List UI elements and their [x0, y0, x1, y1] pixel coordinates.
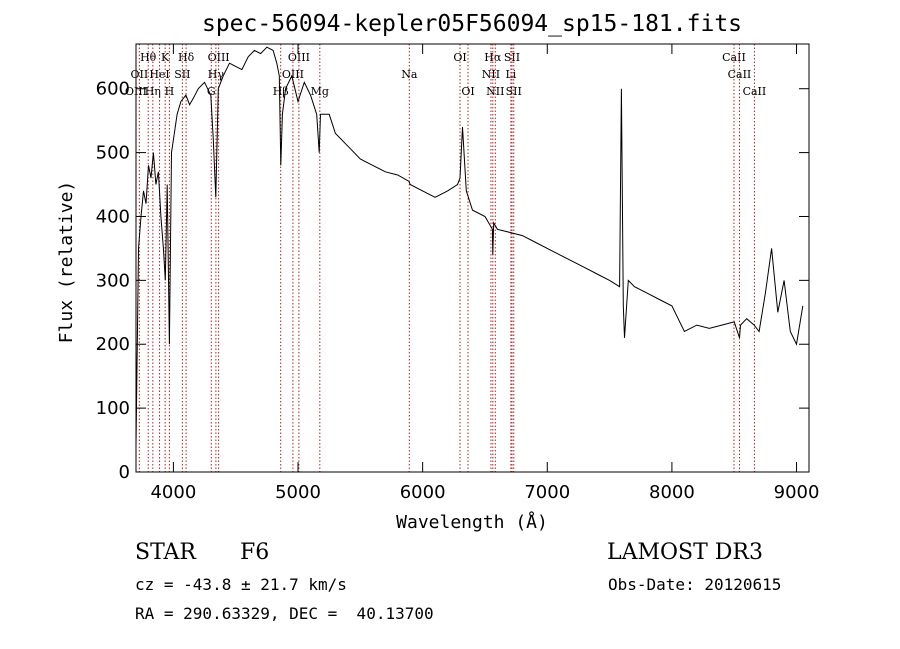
spectral-line-label: HeI	[149, 68, 169, 81]
spectral-line-label: Hδ	[178, 51, 195, 64]
chart-title: spec-56094-kepler05F56094_sp15-181.fits	[202, 11, 742, 37]
spectral-line-label: H	[165, 85, 175, 98]
axis-ticks: 4000 5000 6000 7000 8000 9000 0 100 200 300 400 500…	[96, 44, 820, 503]
x-tick-label: 9000	[774, 482, 820, 503]
spectral-line-label: Hη	[145, 85, 161, 98]
plot-frame	[135, 43, 810, 473]
x-tick-label: 5000	[275, 482, 321, 503]
spectral-line-label: K	[161, 51, 170, 64]
spectral-line-label: OII	[131, 68, 149, 81]
redshift-text: cz = -43.8 ± 21.7 km/s	[135, 575, 347, 594]
spectral-line-label: OIII	[288, 51, 310, 64]
spectral-line-label: Mg	[311, 85, 329, 98]
obs-date-text: Obs-Date: 20120615	[608, 575, 782, 594]
y-tick-label: 400	[96, 206, 130, 227]
spectral-line-label: OI	[453, 51, 466, 64]
spectrum-line	[135, 46, 804, 447]
y-tick-label: 0	[119, 462, 130, 483]
spectral-line-label: SII	[506, 85, 522, 98]
y-tick-label: 600	[96, 79, 130, 100]
y-tick-label: 200	[96, 334, 130, 355]
spectral-line-label: CaII	[722, 51, 746, 64]
survey-label: LAMOST DR3	[607, 540, 763, 565]
spectral-line-label: SII	[174, 68, 190, 81]
spectral-line-label: Hθ	[140, 51, 157, 64]
spectral-line-label: NII	[482, 68, 500, 81]
spectral-line-label: CaII	[728, 68, 752, 81]
coordinates-text: RA = 290.63329, DEC = 40.13700	[135, 604, 434, 623]
y-tick-label: 500	[96, 143, 130, 164]
spectral-line-label: Li	[505, 68, 516, 81]
y-axis-label: Flux (relative)	[56, 181, 77, 344]
x-tick-label: 8000	[649, 482, 695, 503]
spectral-line-label: OIII	[282, 68, 304, 81]
x-tick-label: 4000	[150, 482, 196, 503]
class-label: STAR	[135, 540, 196, 565]
subclass-label: F6	[240, 540, 270, 565]
spectral-line-label: CaII	[743, 85, 767, 98]
x-tick-label: 6000	[400, 482, 446, 503]
spectral-line-label: Hα	[484, 51, 502, 64]
x-tick-label: 7000	[524, 482, 570, 503]
spectrum-chart: spec-56094-kepler05F56094_sp15-181.fits …	[56, 11, 820, 533]
spectral-line-label: Na	[401, 68, 418, 81]
spectral-line-label: OIII	[208, 51, 230, 64]
y-tick-label: 100	[96, 398, 130, 419]
x-axis-label: Wavelength (Å)	[396, 511, 548, 533]
spectrum-series	[135, 46, 804, 447]
spectral-line-label: Hγ	[208, 68, 225, 81]
spectral-line-label: OI	[461, 85, 474, 98]
spectral-line-label: G	[207, 85, 216, 98]
spectral-line-label: SII	[504, 51, 520, 64]
spectral-line-label: NII	[486, 85, 504, 98]
y-tick-label: 300	[96, 270, 130, 291]
